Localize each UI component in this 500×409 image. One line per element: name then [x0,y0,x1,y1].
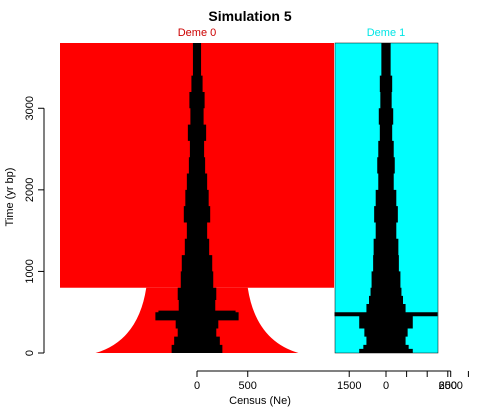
deme-0-x-tick-label: 0 [194,380,200,392]
deme-0-ne-profile [155,43,239,353]
y-tick-label: 2000 [24,178,36,202]
deme-0-x-tick-label: 1500 [337,380,361,392]
y-axis-label: Time (yr bp) [4,168,16,227]
deme-0-x-tick-label: 2500 [438,380,462,392]
deme-1-x-tick-label: 600 [439,380,457,392]
x-axis-label: Census (Ne) [229,395,291,407]
y-tick-label: 1000 [24,259,36,283]
deme-1-ne-profile [334,43,438,353]
chart-title: Simulation 5 [208,8,291,24]
deme-1-x-tick-label: 0 [383,380,389,392]
deme-0-label: Deme 0 [178,27,217,39]
deme-0-x-tick-label: 500 [239,380,257,392]
deme-1-label: Deme 1 [367,27,406,39]
y-tick-label: 3000 [24,96,36,120]
y-tick-label: 0 [24,350,36,356]
